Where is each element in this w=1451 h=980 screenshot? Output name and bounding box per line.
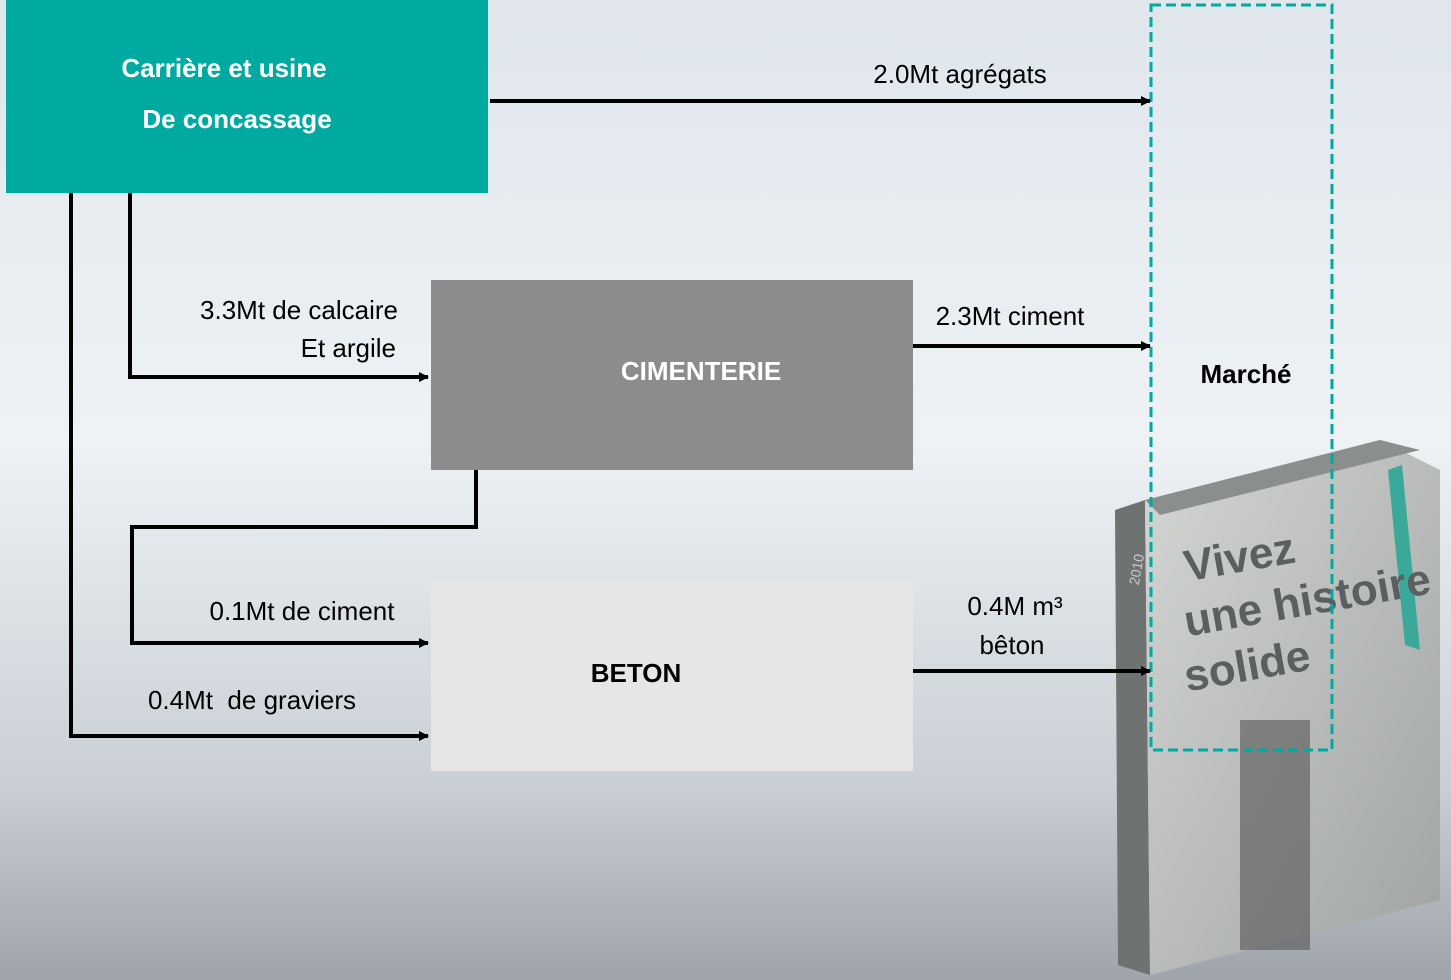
flow-label: Et argile	[301, 333, 396, 363]
flow-label: 2.3Mt ciment	[936, 301, 1086, 331]
flow-label: 0.1Mt de ciment	[210, 596, 396, 626]
diagram: Vivez une histoire solide 2010 Carrière …	[0, 0, 1451, 980]
node-label: BETON	[591, 658, 682, 688]
flow-label: 0.4Mt de graviers	[148, 685, 356, 715]
quarry-box	[6, 0, 488, 193]
flow-label: 2.0Mt agrégats	[873, 59, 1046, 89]
book: Vivez une histoire solide 2010	[1115, 440, 1440, 975]
flow-label: bêton	[979, 630, 1044, 660]
node-label: Carrière et usine	[121, 53, 326, 83]
flow-label: 0.4M m³	[967, 591, 1063, 621]
flow-label: 3.3Mt de calcaire	[200, 295, 398, 325]
node-label: CIMENTERIE	[621, 356, 781, 386]
node-label: De concassage	[142, 104, 331, 134]
node-label: Marché	[1200, 359, 1291, 389]
